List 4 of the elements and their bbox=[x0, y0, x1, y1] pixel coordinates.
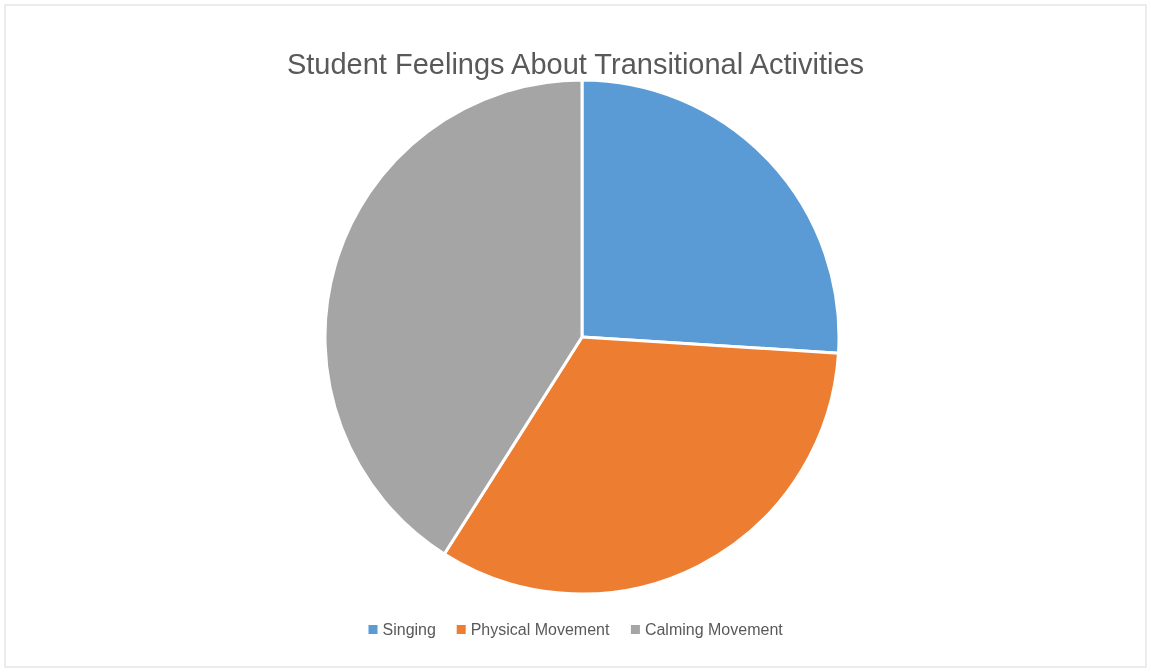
chart-title: Student Feelings About Transitional Activities bbox=[286, 48, 865, 80]
legend-label: Calming Movement bbox=[644, 621, 784, 638]
legend-label: Physical Movement bbox=[470, 621, 610, 638]
legend-label: Singing bbox=[382, 621, 436, 638]
